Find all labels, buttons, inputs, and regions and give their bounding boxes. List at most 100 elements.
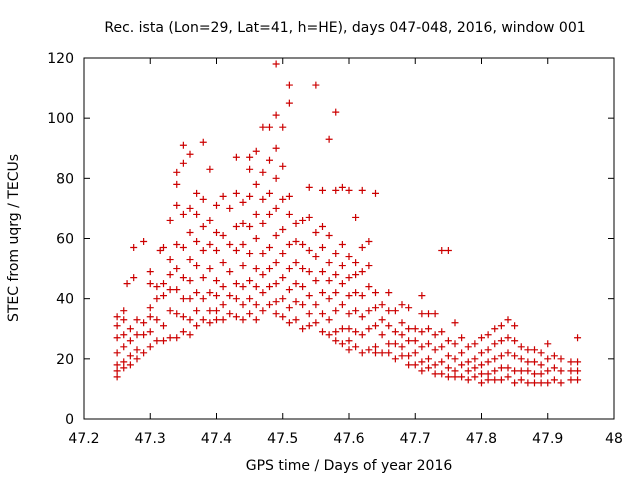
data-point	[160, 322, 167, 330]
data-point	[120, 331, 128, 339]
data-point	[517, 355, 525, 363]
data-point	[166, 307, 174, 315]
data-point	[113, 367, 121, 375]
data-point	[179, 328, 187, 336]
data-point	[531, 370, 538, 378]
x-tick-label: 47.8	[466, 431, 497, 447]
data-point	[272, 174, 280, 182]
data-point	[239, 262, 247, 270]
data-point	[272, 259, 280, 267]
data-point	[352, 343, 360, 351]
data-point	[511, 352, 519, 360]
data-point	[246, 295, 254, 303]
data-point	[338, 241, 346, 249]
data-point	[550, 364, 558, 372]
data-point	[491, 355, 499, 363]
data-point	[239, 316, 247, 324]
data-point	[358, 292, 366, 300]
data-point	[292, 219, 300, 227]
data-point	[550, 376, 558, 384]
data-point	[146, 280, 154, 288]
data-point	[312, 253, 320, 261]
data-point	[504, 316, 512, 324]
data-point	[567, 376, 575, 384]
data-point	[179, 295, 187, 303]
data-point	[140, 349, 148, 357]
data-point	[266, 244, 273, 252]
data-point	[458, 349, 466, 357]
data-point	[305, 247, 313, 255]
data-point	[113, 313, 121, 321]
y-tick-label: 40	[56, 292, 74, 308]
data-point	[126, 352, 134, 360]
data-point	[471, 364, 479, 372]
data-point	[418, 292, 426, 300]
data-point	[365, 283, 373, 291]
data-point	[332, 250, 340, 258]
data-point	[126, 337, 134, 345]
data-point	[405, 304, 413, 312]
data-point	[358, 313, 366, 321]
data-point	[464, 367, 472, 375]
data-point	[239, 219, 247, 227]
data-point	[425, 340, 432, 348]
data-point	[332, 337, 340, 345]
data-point	[206, 265, 214, 273]
data-point	[358, 244, 366, 252]
data-point	[398, 352, 406, 360]
data-point	[319, 289, 326, 297]
data-point	[411, 349, 419, 357]
data-point	[478, 370, 485, 378]
data-point	[438, 343, 446, 351]
data-point	[378, 301, 386, 309]
data-point	[193, 307, 201, 315]
data-point	[156, 247, 164, 255]
data-point	[140, 331, 148, 339]
data-point	[504, 364, 512, 372]
data-point	[544, 379, 552, 387]
data-point	[431, 346, 439, 354]
data-point	[153, 316, 161, 324]
data-point	[531, 379, 538, 387]
axis-ticks: 47.2 47.3 47.4 47.5 47.6 47.7 47.8 47.9 48 0 20 40 6…	[47, 51, 623, 447]
data-point	[338, 280, 346, 288]
data-point	[444, 247, 452, 255]
data-point	[372, 304, 379, 312]
data-point	[325, 277, 333, 285]
data-point	[451, 367, 459, 375]
data-point	[193, 189, 201, 197]
data-point	[574, 334, 582, 342]
x-tick-label: 47.2	[68, 431, 99, 447]
data-point	[557, 379, 565, 387]
data-point	[312, 277, 320, 285]
data-point	[491, 340, 499, 348]
data-point	[332, 108, 340, 116]
y-tick-label: 60	[56, 232, 74, 248]
data-point	[385, 340, 393, 348]
data-point	[259, 168, 267, 176]
data-point	[186, 204, 194, 212]
data-point	[391, 340, 399, 348]
data-point	[226, 241, 234, 249]
data-point	[232, 153, 240, 161]
data-point	[352, 271, 360, 279]
data-point	[239, 198, 247, 206]
data-point	[213, 277, 220, 285]
data-point	[226, 204, 234, 212]
data-point	[338, 340, 346, 348]
data-point	[213, 316, 220, 324]
data-point	[391, 355, 399, 363]
data-point	[411, 337, 419, 345]
data-point	[120, 364, 128, 372]
data-point	[252, 316, 260, 324]
data-point	[153, 295, 161, 303]
data-point	[358, 349, 366, 357]
data-point	[471, 355, 479, 363]
data-point	[272, 280, 280, 288]
data-point	[252, 180, 260, 188]
data-point	[246, 277, 254, 285]
data-point	[120, 316, 128, 324]
data-point	[146, 268, 154, 276]
chart-title: Rec. ista (Lon=29, Lat=41, h=HE), days 0…	[104, 20, 585, 36]
data-point	[299, 241, 307, 249]
